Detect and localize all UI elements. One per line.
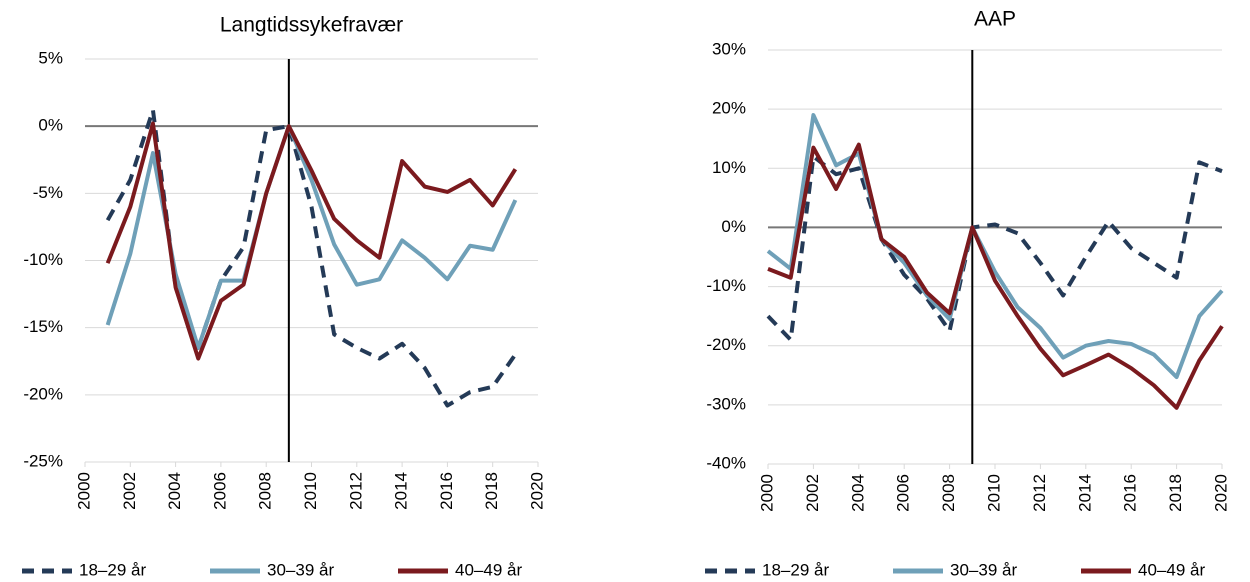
y-tick-label: -20%: [23, 384, 63, 403]
legend-label: 18–29 år: [762, 560, 829, 579]
y-tick-label: 0%: [38, 116, 63, 135]
x-tick-label: 2006: [210, 472, 229, 510]
x-tick-label: 2012: [346, 472, 365, 510]
x-tick-label: 2018: [1166, 474, 1185, 512]
series-line: [767, 142, 1224, 410]
legend-label: 30–39 år: [950, 560, 1017, 579]
y-tick-label: 0%: [721, 217, 746, 236]
x-tick-label: 2020: [1211, 474, 1230, 512]
legend-label: 40–49 år: [455, 560, 522, 579]
x-tick-label: 2020: [527, 472, 546, 510]
x-tick-label: 2008: [939, 474, 958, 512]
chart-title: AAP: [974, 8, 1016, 31]
y-tick-label: -30%: [706, 394, 746, 413]
x-tick-label: 2000: [757, 474, 776, 512]
x-tick-label: 2014: [392, 472, 411, 510]
y-tick-label: -40%: [706, 453, 746, 472]
x-tick-label: 2014: [1075, 474, 1094, 512]
y-tick-label: -20%: [706, 335, 746, 354]
y-tick-label: -15%: [23, 317, 63, 336]
series-line: [766, 154, 1223, 342]
x-tick-label: 2004: [848, 474, 867, 512]
series-line: [766, 113, 1224, 380]
x-tick-label: 2018: [482, 472, 501, 510]
series-line: [105, 121, 518, 361]
y-tick-label: 20%: [712, 99, 746, 118]
x-tick-label: 2004: [165, 472, 184, 510]
y-tick-label: -25%: [23, 451, 63, 470]
y-tick-label: 5%: [38, 48, 63, 67]
x-tick-label: 2008: [256, 472, 275, 510]
x-tick-label: 2002: [803, 474, 822, 512]
chart-title: Langtidssykefravær: [220, 14, 403, 37]
x-tick-label: 2010: [301, 472, 320, 510]
x-tick-label: 2000: [74, 472, 93, 510]
x-tick-label: 2006: [894, 474, 913, 512]
y-tick-label: -10%: [23, 250, 63, 269]
legend-label: 40–49 år: [1138, 560, 1205, 579]
x-tick-label: 2012: [1030, 474, 1049, 512]
x-tick-label: 2002: [120, 472, 139, 510]
x-tick-label: 2010: [984, 474, 1003, 512]
y-tick-label: -10%: [706, 276, 746, 295]
y-tick-label: 10%: [712, 158, 746, 177]
legend-label: 30–39 år: [267, 560, 334, 579]
legend-label: 18–29 år: [79, 560, 146, 579]
series-line: [105, 108, 517, 408]
x-tick-label: 2016: [1121, 474, 1140, 512]
y-tick-label: -5%: [33, 183, 63, 202]
x-tick-label: 2016: [437, 472, 456, 510]
y-tick-label: 30%: [712, 39, 746, 58]
